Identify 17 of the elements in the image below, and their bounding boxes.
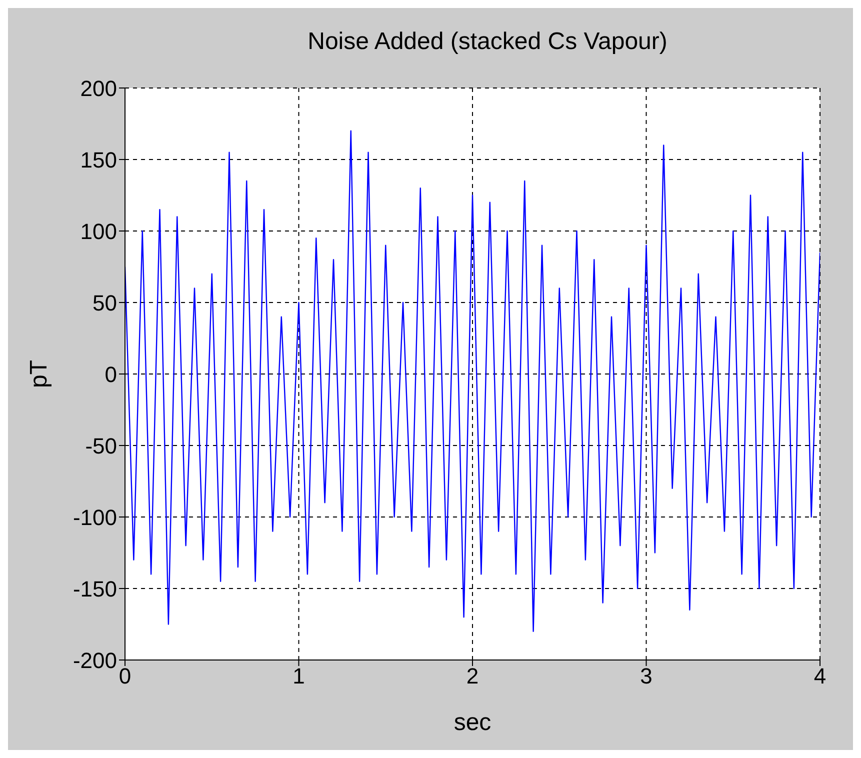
y-tick-label: 0	[104, 362, 117, 387]
y-tick-label: -50	[85, 433, 117, 458]
y-tick-label: 50	[92, 290, 117, 316]
y-tick-label: 150	[80, 147, 117, 172]
x-tick-label: 1	[292, 664, 305, 689]
x-axis-title: sec	[454, 709, 492, 736]
y-axis-title: pT	[26, 360, 53, 388]
chart-title: Noise Added (stacked Cs Vapour)	[306, 28, 668, 56]
line-series	[125, 130, 820, 632]
y-tick-label: 200	[80, 76, 117, 101]
y-tick-label: -150	[72, 576, 117, 602]
x-tick-label: 4	[814, 664, 826, 689]
y-tick-label: -100	[72, 504, 117, 530]
y-tick-label: 100	[80, 218, 117, 244]
x-tick-label: 2	[466, 664, 479, 689]
y-tick-label: -200	[72, 648, 117, 673]
x-tick-label: 3	[640, 664, 652, 689]
